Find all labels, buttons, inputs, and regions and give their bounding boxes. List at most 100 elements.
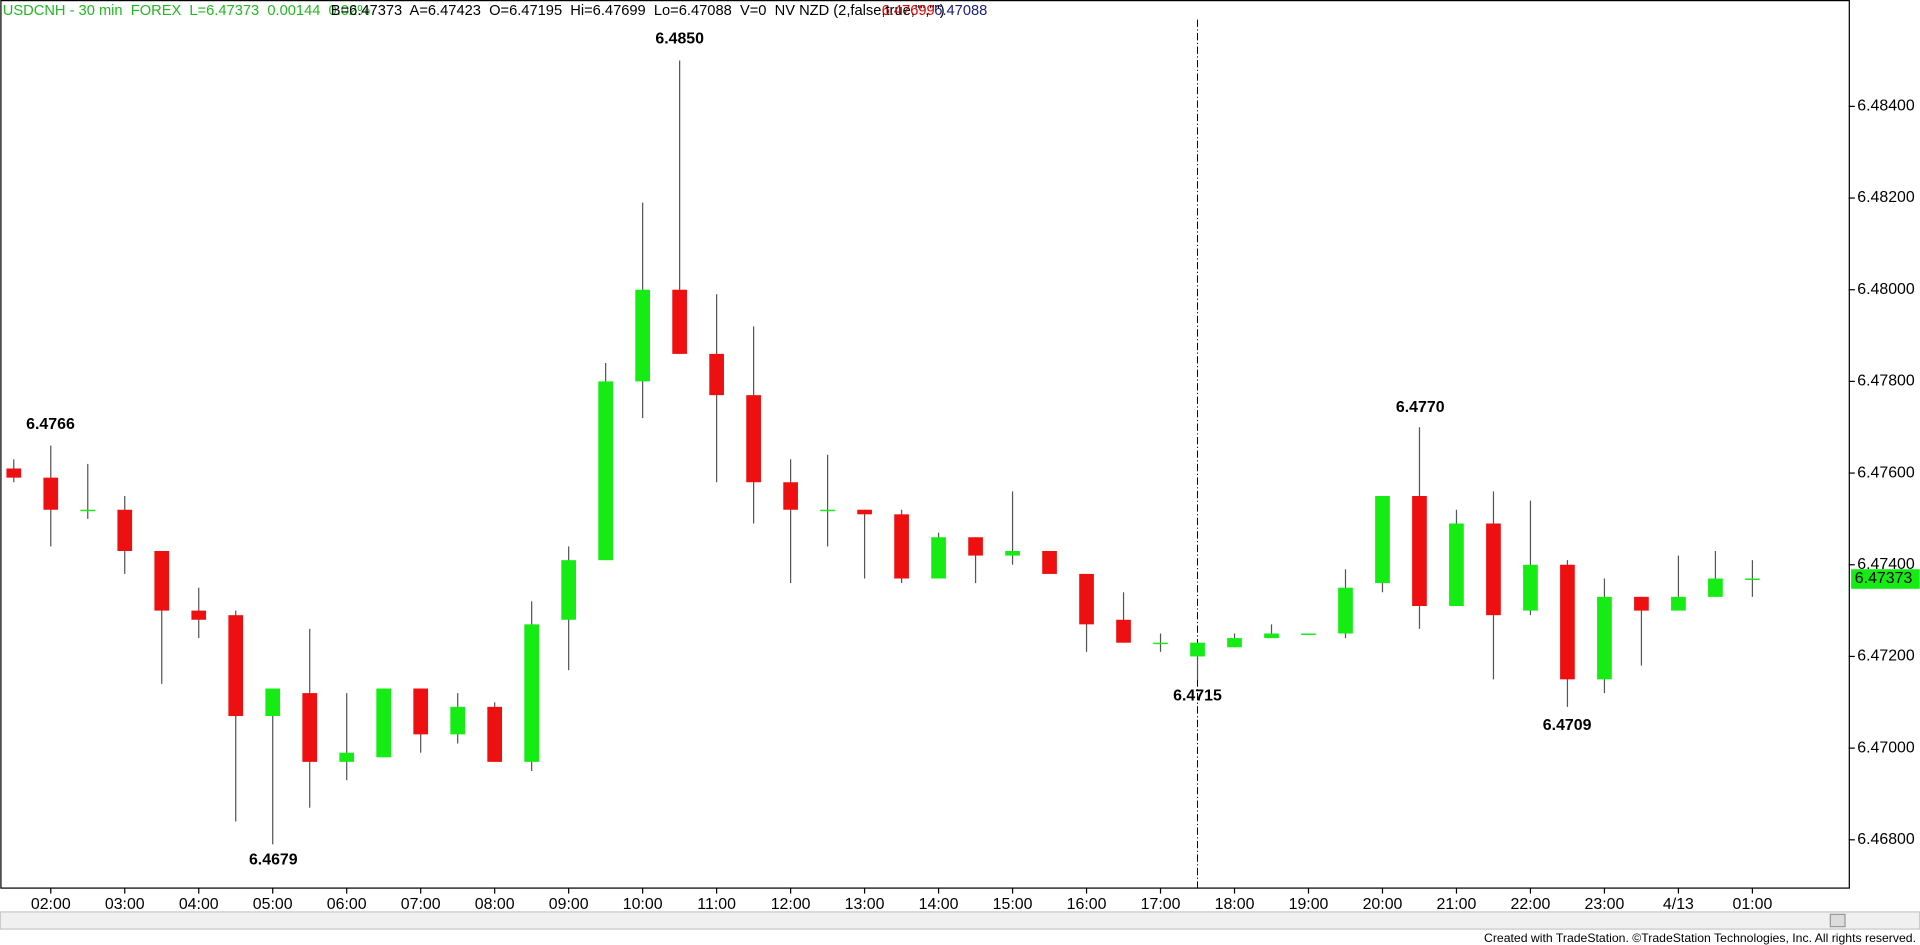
x-tick-label: 12:00 (771, 896, 811, 913)
candle-body (1671, 596, 1686, 611)
candle-body (1449, 523, 1464, 607)
x-tick-label: 09:00 (549, 896, 589, 913)
candle-body (80, 509, 96, 512)
y-tick-label: 6.48400 (1857, 98, 1915, 115)
candle-body (1708, 578, 1723, 597)
candle-body (1634, 596, 1649, 611)
candle-body (524, 624, 540, 762)
y-tick-label: 6.48200 (1857, 189, 1915, 206)
y-tick-label: 6.47200 (1857, 648, 1915, 665)
candle-body (228, 615, 244, 717)
candle-body (857, 509, 872, 515)
header-quote: B=6.47373 A=6.47423 O=6.47195 Hi=6.47699… (331, 3, 945, 19)
candle-body (1745, 578, 1760, 580)
x-tick-label: 07:00 (401, 896, 441, 913)
x-tick-label: 03:00 (105, 896, 145, 913)
candle-body (450, 706, 466, 735)
candle-body (1523, 564, 1538, 611)
x-tick-label: 21:00 (1437, 896, 1477, 913)
x-tick-label: 13:00 (845, 896, 885, 913)
candle-body (1597, 596, 1612, 680)
candle-body (191, 610, 207, 620)
candle-body (376, 688, 392, 758)
x-tick-label: 20:00 (1363, 896, 1403, 913)
candle-body (6, 468, 22, 478)
candle-body (339, 752, 355, 762)
last-price-box (1851, 569, 1920, 589)
plot-frame (0, 0, 1850, 889)
price-annotation: 6.4679 (249, 852, 298, 869)
candle-body (968, 537, 983, 556)
y-tick-label: 6.46800 (1857, 831, 1915, 848)
price-annotation: 6.4766 (26, 416, 75, 433)
candle-body (931, 537, 946, 579)
last-price-label: 6.47373 (1855, 570, 1913, 587)
price-annotation: 6.4709 (1543, 717, 1592, 734)
candle-body (413, 688, 429, 735)
x-tick-label: 11:00 (697, 896, 736, 913)
candle-body (598, 381, 613, 561)
y-tick-label: 6.47400 (1857, 556, 1915, 573)
x-tick-label: 05:00 (253, 896, 293, 913)
x-tick-label: 10:00 (623, 896, 663, 913)
header-indicator-high: 6.47699 (882, 3, 935, 19)
x-tick-label: 08:00 (475, 896, 515, 913)
price-annotation: 6.4850 (655, 30, 704, 47)
candle-body (709, 353, 724, 396)
y-tick-label: 6.47000 (1857, 739, 1915, 756)
candle-body (894, 514, 909, 579)
candle-body (1153, 642, 1168, 645)
candle-body (783, 482, 798, 510)
footer: Created with TradeStation. ©TradeStation… (1484, 931, 1916, 945)
header-symbol: USDCNH - 30 min FOREX L=6.47373 0.00144 … (3, 3, 370, 19)
candle-body (265, 688, 281, 717)
x-tick-label: 01:00 (1732, 896, 1772, 913)
x-tick-label: 16:00 (1067, 896, 1107, 913)
y-tick-label: 6.48000 (1857, 281, 1915, 298)
x-tick-label: 17:00 (1141, 896, 1181, 913)
x-tick-label: 15:00 (993, 896, 1033, 913)
candle-body (43, 477, 59, 510)
x-tick-label: 23:00 (1585, 896, 1625, 913)
candle-body (635, 289, 650, 382)
candle-body (1079, 573, 1094, 625)
x-tick-label: 22:00 (1511, 896, 1551, 913)
candle-body (672, 289, 687, 354)
x-tick-label: 4/13 (1663, 896, 1694, 913)
candle-body (746, 395, 761, 483)
candle-body (1375, 495, 1390, 584)
scrollbar[interactable] (0, 911, 1920, 930)
candle-body (1264, 633, 1279, 639)
candle-body (302, 693, 318, 762)
price-annotation: 6.4715 (1173, 688, 1222, 705)
price-annotation: 6.4770 (1396, 399, 1445, 416)
candle-body (154, 551, 170, 611)
x-tick-label: 02:00 (31, 896, 71, 913)
header-indicator-low: 6.47088 (934, 3, 987, 19)
scrollbar-thumb[interactable] (1829, 913, 1846, 928)
candle-body (1190, 642, 1205, 657)
candle-body (1116, 619, 1131, 643)
x-tick-label: 18:00 (1215, 896, 1255, 913)
x-tick-label: 19:00 (1289, 896, 1329, 913)
candle-body (117, 509, 133, 552)
candle-body (1412, 495, 1427, 607)
candle-body (1042, 551, 1057, 574)
y-tick-label: 6.47800 (1857, 373, 1915, 390)
candle-body (561, 560, 577, 620)
candle-body (1005, 551, 1020, 556)
x-tick-label: 14:00 (919, 896, 959, 913)
candle-body (1227, 638, 1242, 648)
x-tick-label: 06:00 (327, 896, 367, 913)
y-tick-label: 6.47600 (1857, 464, 1915, 481)
candle-body (1301, 633, 1316, 635)
candle-body (487, 706, 503, 762)
candle-body (1338, 587, 1353, 634)
candle-body (1560, 564, 1575, 680)
candle-body (1486, 523, 1501, 616)
candle-body (820, 509, 835, 512)
x-tick-label: 04:00 (179, 896, 219, 913)
